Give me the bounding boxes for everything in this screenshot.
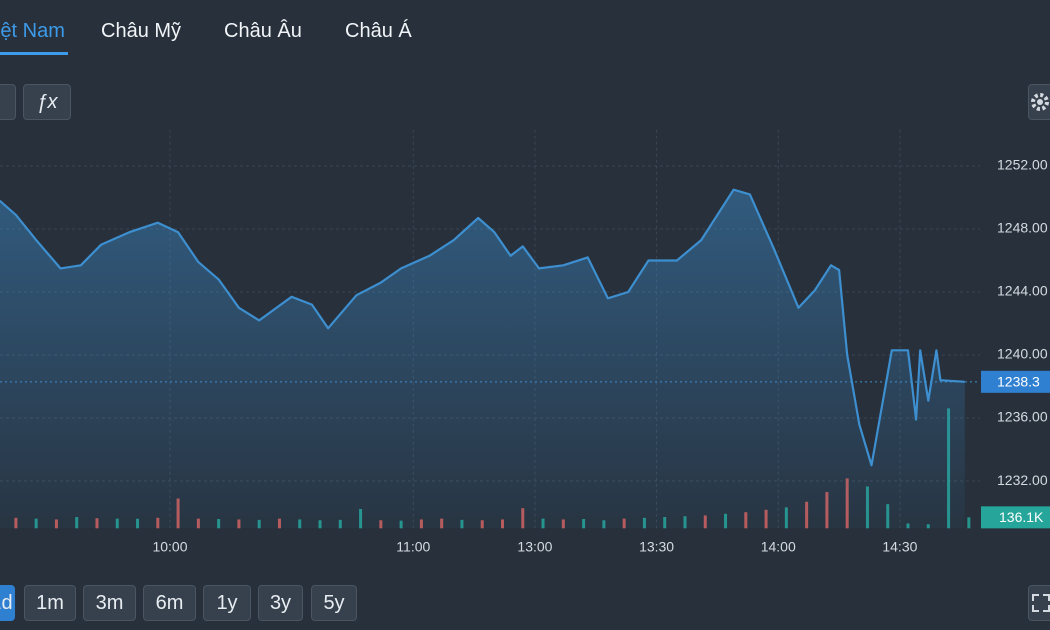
volume-bar bbox=[34, 518, 38, 529]
y-tick-label: 1252.00 bbox=[997, 157, 1048, 173]
period-button[interactable]: 1m bbox=[24, 585, 76, 621]
price-line bbox=[0, 188, 965, 467]
volume-bar bbox=[764, 509, 768, 529]
x-tick-label: 13:00 bbox=[517, 539, 552, 555]
volume-bar bbox=[602, 520, 606, 529]
volume-bar bbox=[825, 492, 829, 529]
volume-bar bbox=[419, 519, 423, 529]
volume-bar bbox=[622, 518, 626, 529]
fullscreen-button[interactable] bbox=[1028, 585, 1050, 621]
active-tab-underline bbox=[0, 52, 68, 55]
volume-bar bbox=[805, 501, 809, 529]
indicator-button[interactable]: ƒx bbox=[23, 84, 71, 120]
volume-bar bbox=[703, 515, 707, 529]
x-tick-label: 13:30 bbox=[639, 539, 674, 555]
volume-bar bbox=[399, 520, 403, 529]
volume-bar bbox=[886, 504, 890, 529]
volume-bar bbox=[217, 519, 221, 529]
volume-bar bbox=[277, 518, 281, 529]
last-price-label: 1238.3 bbox=[997, 374, 1040, 390]
volume-bar bbox=[906, 523, 910, 529]
volume-bar bbox=[176, 498, 180, 529]
volume-bar bbox=[967, 517, 971, 529]
volume-bar bbox=[784, 507, 788, 529]
settings-button[interactable] bbox=[1028, 84, 1050, 120]
volume-bar bbox=[561, 519, 565, 529]
volume-bar bbox=[54, 519, 58, 529]
tab[interactable]: Châu Mỹ bbox=[101, 20, 182, 42]
volume-bar bbox=[379, 520, 383, 529]
volume-value-box bbox=[981, 506, 1050, 529]
x-tick-label: 14:00 bbox=[761, 539, 796, 555]
y-tick-label: 1236.00 bbox=[997, 409, 1048, 425]
volume-bar bbox=[926, 524, 930, 529]
last-price-box bbox=[981, 370, 1050, 393]
volume-bar bbox=[480, 520, 484, 529]
x-tick-label: 10:00 bbox=[152, 539, 187, 555]
y-tick-label: 1244.00 bbox=[997, 283, 1048, 299]
fullscreen-icon bbox=[1032, 594, 1050, 612]
chart-type-button[interactable] bbox=[0, 84, 16, 120]
period-button[interactable]: 1d bbox=[0, 585, 15, 621]
volume-bar bbox=[95, 518, 99, 529]
x-tick-label: 11:00 bbox=[396, 539, 430, 555]
volume-bar bbox=[541, 518, 545, 529]
volume-bar bbox=[865, 486, 869, 529]
period-button[interactable]: 6m bbox=[143, 585, 196, 621]
volume-bar bbox=[156, 517, 160, 529]
y-tick-label: 1240.00 bbox=[997, 346, 1048, 362]
volume-bar bbox=[257, 519, 261, 529]
volume-bar bbox=[683, 516, 687, 529]
volume-bar bbox=[196, 518, 200, 529]
volume-bar bbox=[500, 519, 504, 529]
period-button[interactable]: 5y bbox=[311, 585, 357, 621]
gear-icon bbox=[1031, 93, 1049, 111]
volume-bar bbox=[318, 520, 322, 529]
volume-bar bbox=[724, 513, 728, 529]
volume-value-label: 136.1K bbox=[999, 509, 1044, 525]
volume-bar bbox=[845, 478, 849, 529]
tab[interactable]: Châu Âu bbox=[224, 20, 302, 42]
volume-bar bbox=[14, 517, 18, 529]
volume-bar bbox=[642, 517, 646, 529]
volume-bar bbox=[460, 519, 464, 529]
volume-bar bbox=[298, 519, 302, 529]
period-button[interactable]: 3y bbox=[258, 585, 303, 621]
period-button[interactable]: 3m bbox=[83, 585, 136, 621]
volume-bar bbox=[440, 518, 444, 529]
x-tick-label: 14:30 bbox=[882, 539, 917, 555]
y-tick-label: 1232.00 bbox=[997, 472, 1048, 488]
price-area bbox=[0, 189, 965, 529]
volume-bar bbox=[237, 519, 241, 529]
volume-bar bbox=[115, 518, 119, 529]
volume-bar bbox=[744, 512, 748, 529]
y-tick-label: 1248.00 bbox=[997, 220, 1048, 236]
tab[interactable]: Việt Nam bbox=[0, 20, 65, 42]
volume-bar bbox=[338, 519, 342, 529]
volume-bar bbox=[359, 508, 363, 529]
period-button[interactable]: 1y bbox=[203, 585, 251, 621]
volume-bar bbox=[663, 517, 667, 529]
volume-bar bbox=[521, 508, 525, 529]
volume-bar bbox=[947, 408, 951, 529]
volume-bar bbox=[75, 517, 79, 529]
tab[interactable]: Châu Á bbox=[345, 20, 412, 42]
volume-bar bbox=[582, 519, 586, 529]
volume-bar bbox=[136, 518, 140, 529]
